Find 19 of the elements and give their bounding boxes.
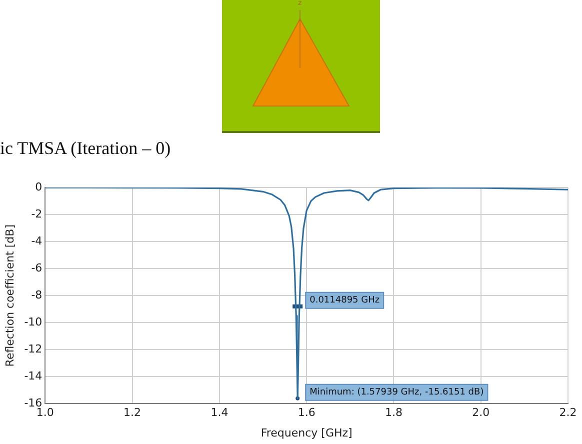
x-tick-label: 1.8	[384, 406, 402, 420]
x-tick-label: 1.6	[298, 406, 316, 420]
y-tick-label: -6	[31, 261, 42, 274]
x-tick-label: 2.2	[559, 406, 577, 420]
y-tick-label: -14	[24, 369, 42, 382]
text: ic TMSA (Iteration – 0)	[0, 138, 171, 159]
y-tick-label: 0	[35, 180, 42, 194]
y-tick-label: -4	[31, 234, 42, 248]
x-tick-label: 1.2	[124, 406, 142, 420]
x-tick-label: 1.4	[210, 406, 228, 420]
y-tick-label: -10	[24, 315, 42, 328]
y-tick-label: -12	[24, 342, 42, 356]
y-tick-label: -8	[31, 288, 42, 302]
y-axis-title: Reflection coefficient [dB]	[3, 224, 16, 367]
y-tick-label: -2	[31, 207, 42, 220]
annotation: 0.0114895 GHz	[310, 296, 380, 306]
annotation: Minimum: (1.57939 GHz, -15.6151 dB)	[310, 388, 484, 398]
x-axis-title: Frequency [GHz]	[260, 426, 352, 440]
x-tick-label: 2.0	[472, 406, 490, 420]
